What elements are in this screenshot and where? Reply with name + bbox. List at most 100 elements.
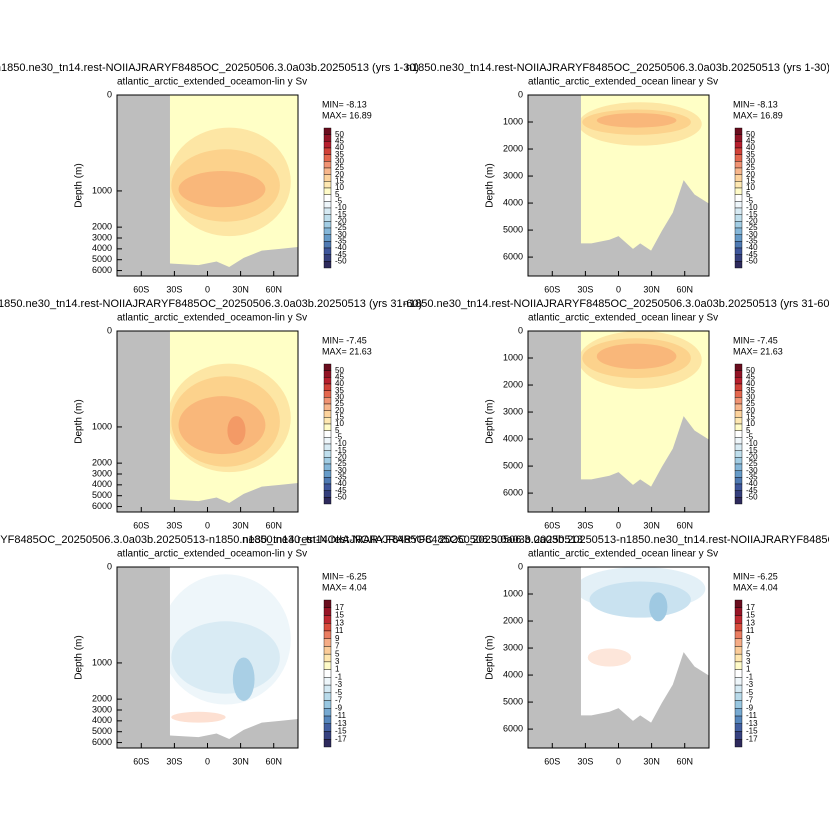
panel-subtitle: atlantic_arctic_extended_ocean linear y … (528, 549, 718, 560)
colorbar-box (734, 450, 743, 458)
y-tick-label: 0 (107, 325, 112, 335)
colorbar-label: -5 (746, 688, 754, 697)
colorbar-label: -40 (335, 479, 347, 488)
land (528, 567, 581, 748)
panel-subtitle: atlantic_arctic_extended_oceamon-lin y S… (117, 77, 307, 88)
panel-title: n1850.ne30_tn14.rest-NOIIAJRARYF8485OC_2… (0, 534, 583, 546)
colorbar-box (323, 623, 332, 632)
colorbar-box (323, 700, 332, 709)
colorbar-label: -20 (335, 452, 347, 461)
colorbar-label: -15 (335, 727, 347, 736)
colorbar-label: -10 (335, 439, 347, 448)
colorbar-box (734, 207, 743, 215)
colorbar-box (734, 630, 743, 639)
colorbar-box (323, 646, 332, 655)
x-tick-label: 30N (232, 756, 249, 766)
colorbar-box (323, 490, 332, 498)
y-tick-label: 2000 (503, 143, 523, 153)
colorbar-box (734, 187, 743, 195)
x-tick-label: 0 (616, 284, 621, 294)
colorbar-box (323, 127, 332, 135)
panel-title: n1850.ne30_tn14.rest-NOIIAJRARYF8485OC_2… (242, 534, 829, 546)
colorbar-box (734, 174, 743, 182)
y-tick-label: 5000 (92, 254, 112, 264)
colorbar-label: -45 (746, 250, 758, 259)
colorbar-label: 15 (746, 611, 755, 620)
y-tick-label: 1000 (503, 116, 523, 126)
colorbar-label: -15 (746, 727, 758, 736)
colorbar-box (734, 363, 743, 371)
colorbar-box (323, 174, 332, 182)
colorbar-label: 50 (746, 130, 755, 139)
panel: n1850.ne30_tn14.rest-NOIIAJRARYF8485OC_2… (0, 534, 583, 766)
colorbar-box (734, 423, 743, 431)
colorbar-box (734, 638, 743, 647)
colorbar-box (323, 653, 332, 663)
colorbar-label: 40 (335, 143, 344, 152)
x-tick-label: 60N (265, 284, 282, 294)
colorbar-label: -9 (746, 703, 754, 712)
colorbar-box (734, 646, 743, 655)
y-tick-label: 0 (518, 89, 523, 99)
colorbar-box (734, 677, 743, 686)
colorbar-box (323, 147, 332, 155)
colorbar-label: 35 (746, 150, 755, 159)
colorbar-label: 35 (335, 150, 344, 159)
colorbar-label: 25 (335, 163, 344, 172)
panel: n1850.ne30_tn14.rest-NOIIAJRARYF8485OC_2… (0, 298, 422, 530)
colorbar-box (734, 723, 743, 732)
field (528, 567, 709, 748)
colorbar-label: -13 (335, 719, 347, 728)
colorbar-box (734, 599, 743, 608)
colorbar-box (323, 615, 332, 624)
x-tick-label: 30S (577, 520, 593, 530)
y-tick-label: 6000 (92, 265, 112, 275)
colorbar-label: 15 (335, 412, 344, 421)
colorbar-label: 5 (335, 190, 340, 199)
colorbar-label: -15 (746, 446, 758, 455)
colorbar-label: 11 (335, 626, 344, 635)
colorbar-label: 20 (746, 406, 755, 415)
land (117, 567, 170, 748)
colorbar-box (323, 167, 332, 175)
y-tick-label: 4000 (503, 197, 523, 207)
colorbar-box (323, 443, 332, 451)
colorbar-label: -50 (335, 256, 347, 265)
colorbar-label: 40 (746, 379, 755, 388)
y-tick-label: 5000 (92, 726, 112, 736)
colorbar-label: 5 (746, 649, 751, 658)
colorbar-label: 20 (746, 170, 755, 179)
colorbar-label: -30 (335, 466, 347, 475)
colorbar-box (323, 181, 332, 189)
max-label: MAX= 16.89 (322, 110, 372, 120)
colorbar-box (323, 430, 332, 438)
colorbar-box (323, 254, 332, 262)
colorbar-label: -50 (746, 256, 758, 265)
colorbar-box (734, 390, 743, 398)
colorbar-label: 35 (746, 386, 755, 395)
x-tick-label: 30S (577, 756, 593, 766)
colorbar-label: 10 (335, 419, 344, 428)
contour-fill (227, 416, 246, 446)
colorbar-box (323, 377, 332, 385)
colorbar-label: 15 (746, 176, 755, 185)
x-tick-label: 30S (166, 284, 182, 294)
contour-fill (587, 648, 632, 667)
colorbar-label: 25 (335, 399, 344, 408)
y-tick-label: 4000 (92, 715, 112, 725)
colorbar-box (323, 207, 332, 215)
colorbar-label: 13 (746, 618, 755, 627)
colorbar-box (323, 134, 332, 142)
seafloor (167, 719, 298, 748)
colorbar-label: 5 (335, 649, 340, 658)
colorbar-label: -25 (335, 223, 347, 232)
colorbar-box (323, 403, 332, 411)
colorbar-label: 30 (335, 156, 344, 165)
land (117, 95, 170, 276)
colorbar-label: 7 (746, 642, 751, 651)
colorbar-label: 50 (335, 366, 344, 375)
x-tick-label: 0 (205, 284, 210, 294)
x-tick-label: 30N (643, 756, 660, 766)
y-tick-label: 1000 (92, 185, 112, 195)
